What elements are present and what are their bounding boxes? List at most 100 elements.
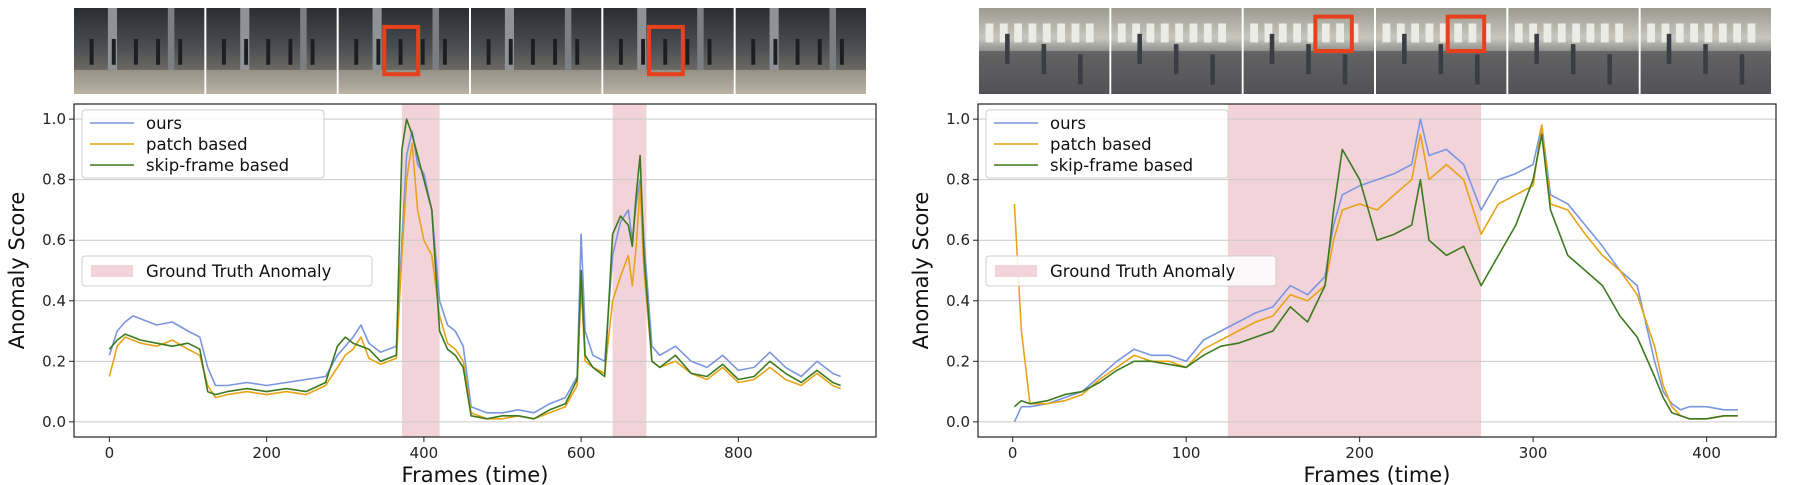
crosswalk-stripe bbox=[1529, 23, 1538, 43]
crosswalk-stripe bbox=[1615, 23, 1624, 43]
ground-truth-bands bbox=[401, 104, 647, 437]
legend-label-patch-based: patch based bbox=[146, 135, 248, 154]
crosswalk-stripe bbox=[1336, 23, 1345, 43]
legend: ours patch based skip-frame based bbox=[985, 109, 1229, 179]
person bbox=[1210, 54, 1215, 85]
person bbox=[111, 38, 116, 65]
x-tick-label: 100 bbox=[1172, 444, 1201, 462]
crosswalk-stripe bbox=[1747, 23, 1756, 43]
crosswalk-stripe bbox=[1293, 23, 1302, 43]
crosswalk-stripe bbox=[1264, 23, 1273, 43]
crosswalk-stripe bbox=[1250, 23, 1259, 43]
crosswalk-stripe bbox=[1382, 23, 1391, 43]
series-lines bbox=[108, 118, 841, 420]
person bbox=[486, 38, 491, 65]
person bbox=[266, 38, 271, 65]
person bbox=[1269, 33, 1275, 64]
person bbox=[1402, 33, 1407, 64]
x-tick-label: 200 bbox=[252, 444, 281, 462]
crosswalk-stripe bbox=[1057, 23, 1066, 43]
video-frame-thumbnail bbox=[1640, 8, 1771, 94]
anomaly-plot-right: 0 100 200 300 400 0.0 0.2 0.4 0.6 0.8 1.0 Frames … bbox=[909, 103, 1777, 485]
crosswalk-stripe bbox=[1439, 23, 1448, 43]
crosswalk-stripe bbox=[1600, 23, 1609, 43]
x-tick-label: 300 bbox=[1519, 444, 1548, 462]
crosswalk-stripe bbox=[1321, 23, 1330, 43]
y-axis-label: Anomaly Score bbox=[5, 192, 29, 350]
y-tick-label: 0.0 bbox=[946, 413, 970, 431]
video-frame-thumbnail bbox=[603, 8, 734, 94]
crosswalk-stripe bbox=[1482, 23, 1491, 43]
platform-floor bbox=[735, 69, 866, 94]
crosswalk-stripe bbox=[1647, 23, 1656, 43]
anomaly-bounding-box bbox=[646, 24, 685, 77]
person bbox=[178, 38, 183, 65]
video-frame-thumbnail bbox=[1243, 8, 1374, 94]
ground-truth-label: Ground Truth Anomaly bbox=[1050, 262, 1236, 281]
series-line-patch-based bbox=[108, 142, 841, 420]
crosswalk-stripe bbox=[1014, 23, 1023, 43]
x-tick-label: 0 bbox=[105, 444, 115, 462]
legend-label-patch-based: patch based bbox=[1050, 135, 1152, 154]
person bbox=[663, 38, 668, 65]
crosswalk-stripe bbox=[999, 23, 1008, 43]
y-ticks: 0.0 0.2 0.4 0.6 0.8 1.0 bbox=[946, 110, 978, 431]
legend-box bbox=[81, 109, 325, 179]
person bbox=[1137, 33, 1142, 64]
x-ticks: 0 200 400 600 800 bbox=[105, 437, 753, 462]
thumbnail-strip-right bbox=[979, 8, 1771, 94]
ground-truth-label: Ground Truth Anomaly bbox=[146, 262, 332, 281]
person bbox=[795, 38, 800, 65]
person bbox=[398, 38, 403, 65]
person bbox=[508, 38, 513, 65]
crosswalk-stripe bbox=[1175, 23, 1184, 43]
person bbox=[1306, 44, 1311, 75]
x-tick-label: 600 bbox=[567, 444, 596, 462]
person bbox=[575, 38, 580, 65]
legend: ours patch based skip-frame based bbox=[81, 109, 325, 179]
person bbox=[1342, 54, 1348, 85]
series-line-skip-frame-based bbox=[108, 118, 841, 420]
video-frame-thumbnail bbox=[74, 8, 205, 94]
crosswalk-stripe bbox=[985, 23, 994, 43]
person bbox=[156, 38, 161, 65]
x-axis-label: Frames (time) bbox=[1304, 463, 1451, 485]
legend-label-skip-frame-based: skip-frame based bbox=[146, 156, 289, 175]
ground-truth-legend: Ground Truth Anomaly bbox=[985, 255, 1277, 287]
crosswalk-stripe bbox=[1189, 23, 1198, 43]
x-ticks: 0 100 200 300 400 bbox=[1008, 437, 1721, 462]
crosswalk-stripe bbox=[1278, 23, 1287, 43]
crosswalk-stripe bbox=[1085, 23, 1094, 43]
series-line-ours bbox=[108, 130, 841, 414]
crosswalk-stripe bbox=[1203, 23, 1212, 43]
y-ticks: 0.0 0.2 0.4 0.6 0.8 1.0 bbox=[42, 110, 74, 431]
y-tick-label: 0.6 bbox=[946, 231, 970, 249]
anomaly-bounding-box bbox=[382, 24, 421, 77]
crosswalk-stripe bbox=[1468, 23, 1477, 43]
x-tick-label: 200 bbox=[1345, 444, 1374, 462]
y-tick-label: 0.4 bbox=[42, 292, 66, 310]
ground-truth-swatch bbox=[91, 265, 133, 277]
crosswalk-stripe bbox=[1396, 23, 1405, 43]
person bbox=[1005, 33, 1010, 64]
legend-label-ours: ours bbox=[146, 114, 182, 133]
y-axis-label: Anomaly Score bbox=[909, 192, 933, 350]
crosswalk-stripe bbox=[1425, 23, 1434, 43]
ground-truth-legend-box bbox=[985, 255, 1277, 287]
person bbox=[376, 38, 381, 65]
platform-floor bbox=[74, 69, 205, 94]
video-frame-thumbnail bbox=[1111, 8, 1242, 94]
y-tick-label: 0.8 bbox=[946, 171, 970, 189]
pillar bbox=[697, 8, 704, 70]
series-line-skip-frame-based bbox=[1013, 133, 1738, 420]
person bbox=[420, 38, 425, 65]
series-line-patch-based bbox=[1013, 124, 1738, 420]
plot-frame bbox=[977, 103, 1777, 438]
crosswalk-stripe bbox=[1028, 23, 1037, 43]
crosswalk-stripe bbox=[1718, 23, 1727, 43]
y-tick-label: 0.6 bbox=[42, 231, 66, 249]
person bbox=[442, 38, 447, 65]
x-tick-label: 800 bbox=[724, 444, 753, 462]
video-frame-thumbnail bbox=[1508, 8, 1639, 94]
